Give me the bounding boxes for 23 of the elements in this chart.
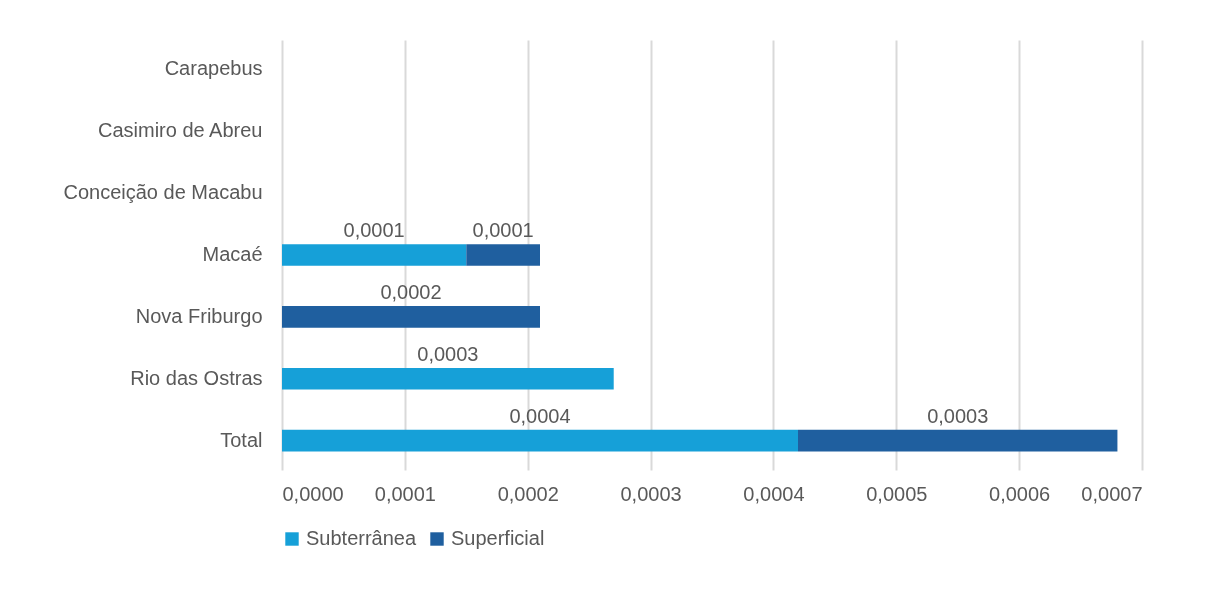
x-tick-label: 0,0001 — [374, 482, 436, 505]
x-tick-label: 0,0004 — [743, 482, 805, 505]
data-label: 0,0003 — [927, 404, 989, 427]
x-tick-label: 0,0005 — [866, 482, 928, 505]
y-tick-label: Casimiro de Abreu — [97, 119, 263, 142]
x-tick-label: 0,0002 — [497, 482, 559, 505]
x-tick-label: 0,0003 — [620, 482, 682, 505]
data-label: 0,0001 — [343, 219, 405, 241]
y-tick-label: Nova Friburgo — [135, 304, 263, 327]
x-tick-label: 0,0000 — [282, 482, 344, 505]
y-tick-label: Conceição de Macabu — [63, 181, 263, 204]
data-label: 0,0002 — [380, 280, 442, 303]
y-tick-label: Carapebus — [164, 57, 263, 80]
legend-label: Superficial — [451, 527, 545, 549]
x-tick-label: 0,0006 — [989, 482, 1051, 505]
data-label: 0,0003 — [417, 342, 479, 365]
data-label: 0,0001 — [472, 219, 534, 241]
data-label: 0,0004 — [509, 404, 571, 427]
x-tick-label: 0,0007 — [1081, 482, 1143, 505]
y-tick-label: Total — [220, 428, 263, 451]
y-tick-label: Rio das Ostras — [130, 366, 263, 389]
y-tick-label: Macaé — [202, 243, 263, 265]
legend-label: Subterrânea — [306, 527, 417, 549]
